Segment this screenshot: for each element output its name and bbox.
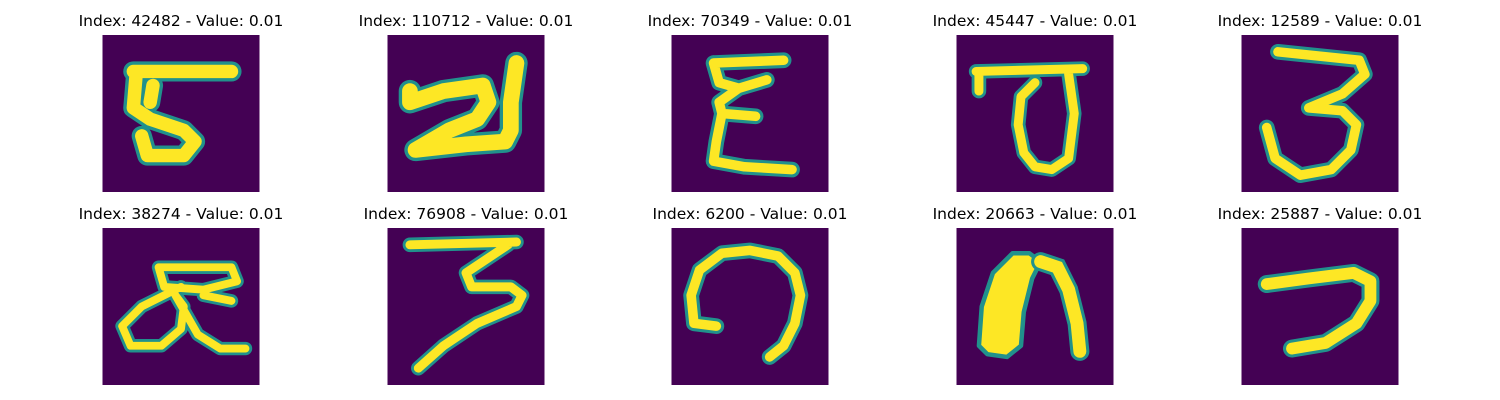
digit-image [671,228,829,385]
panel-title: Index: 6200 - Value: 0.01 [652,205,848,223]
panel-title: Index: 76908 - Value: 0.01 [363,205,569,223]
digit-image [387,228,545,385]
digit-image [671,35,829,192]
panel-title: Index: 70349 - Value: 0.01 [647,12,853,30]
digit-image [102,228,260,385]
digit-image [956,35,1114,192]
digit-image [102,35,260,192]
digit-image [1241,35,1399,192]
digit-image [387,35,545,192]
panel-title: Index: 110712 - Value: 0.01 [358,12,574,30]
digit-image [1241,228,1399,385]
panel-title: Index: 20663 - Value: 0.01 [932,205,1138,223]
panel-title: Index: 38274 - Value: 0.01 [78,205,284,223]
digit-image [956,228,1114,385]
panel-title: Index: 25887 - Value: 0.01 [1217,205,1423,223]
panel-title: Index: 12589 - Value: 0.01 [1217,12,1423,30]
panel-title: Index: 45447 - Value: 0.01 [932,12,1138,30]
panel-title: Index: 42482 - Value: 0.01 [78,12,284,30]
